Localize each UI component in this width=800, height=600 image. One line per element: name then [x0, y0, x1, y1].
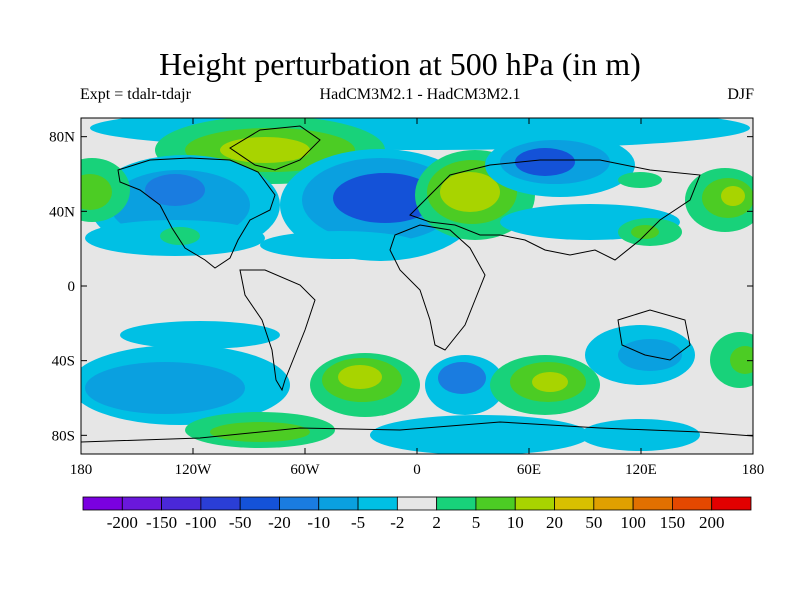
lon-tick-label: 0: [413, 462, 421, 478]
lon-tick-label: 60W: [290, 462, 320, 478]
colorbar: -200 -150 -100 -50 -20 -10 -5 -2 2 5 10 20 50 100 150 2…: [82, 496, 752, 532]
colorbar-swatch: [554, 496, 595, 511]
colorbar-label: -5: [351, 513, 365, 532]
lon-tick-label: 120E: [625, 462, 657, 478]
colorbar-swatch: [82, 496, 123, 511]
colorbar-label: -50: [229, 513, 252, 532]
colorbar-swatch: [632, 496, 673, 511]
colorbar-swatch: [121, 496, 162, 511]
colorbar-swatch: [396, 496, 438, 511]
lon-tick-label: 120W: [175, 462, 213, 478]
lat-tick-label: 40S: [52, 354, 75, 370]
colorbar-label: -150: [146, 513, 177, 532]
colorbar-swatch: [200, 496, 241, 511]
colorbar-swatch: [711, 496, 752, 511]
colorbar-label: -2: [390, 513, 404, 532]
lat-tick-label: 0: [68, 279, 76, 295]
lon-tick-label: 180: [70, 462, 93, 478]
south-america: [239, 269, 316, 392]
colorbar-swatch: [279, 496, 320, 511]
lat-tick-label: 80S: [52, 428, 75, 444]
colorbar-label: 200: [699, 513, 725, 532]
lat-tick-label: 80N: [49, 130, 75, 146]
colorbar-swatch: [239, 496, 280, 511]
colorbar-label: 150: [660, 513, 686, 532]
colorbar-label: -100: [185, 513, 216, 532]
contour-field: [81, 118, 753, 454]
colorbar-swatch: [161, 496, 202, 511]
north-america: [117, 157, 276, 269]
colorbar-label: -10: [307, 513, 330, 532]
lon-tick-label: 60E: [517, 462, 541, 478]
colorbar-swatch: [672, 496, 713, 511]
season-label: DJF: [727, 86, 754, 103]
coastlines: [81, 125, 753, 443]
colorbar-swatch: [436, 496, 477, 511]
colorbar-label: 2: [432, 513, 441, 532]
africa: [389, 224, 486, 351]
colorbar-swatch: [357, 496, 398, 511]
antarctica: [81, 421, 753, 443]
colorbar-swatch: [475, 496, 516, 511]
colorbar-label: 5: [472, 513, 481, 532]
colorbar-swatch: [318, 496, 359, 511]
model-label: HadCM3M2.1 - HadCM3M2.1: [319, 86, 521, 103]
greenland: [229, 125, 321, 171]
colorbar-label: 10: [507, 513, 524, 532]
axis-ticks: 180 120W 60W 0 60E 120E 180 80N 40N 0 40S 80S: [49, 118, 764, 478]
lon-tick-label: 180: [742, 462, 765, 478]
experiment-label: Expt = tdalr-tdajr: [80, 86, 191, 103]
australia: [617, 309, 691, 361]
colorbar-label: 50: [585, 513, 602, 532]
lat-tick-label: 40N: [49, 204, 75, 220]
colorbar-swatch: [514, 496, 555, 511]
colorbar-swatch: [593, 496, 634, 511]
plot-title: Height perturbation at 500 hPa (in m): [159, 46, 641, 82]
colorbar-label: 100: [620, 513, 646, 532]
colorbar-label: 20: [546, 513, 563, 532]
colorbar-label: -20: [268, 513, 291, 532]
eurasia: [409, 159, 701, 261]
colorbar-label: -200: [107, 513, 138, 532]
